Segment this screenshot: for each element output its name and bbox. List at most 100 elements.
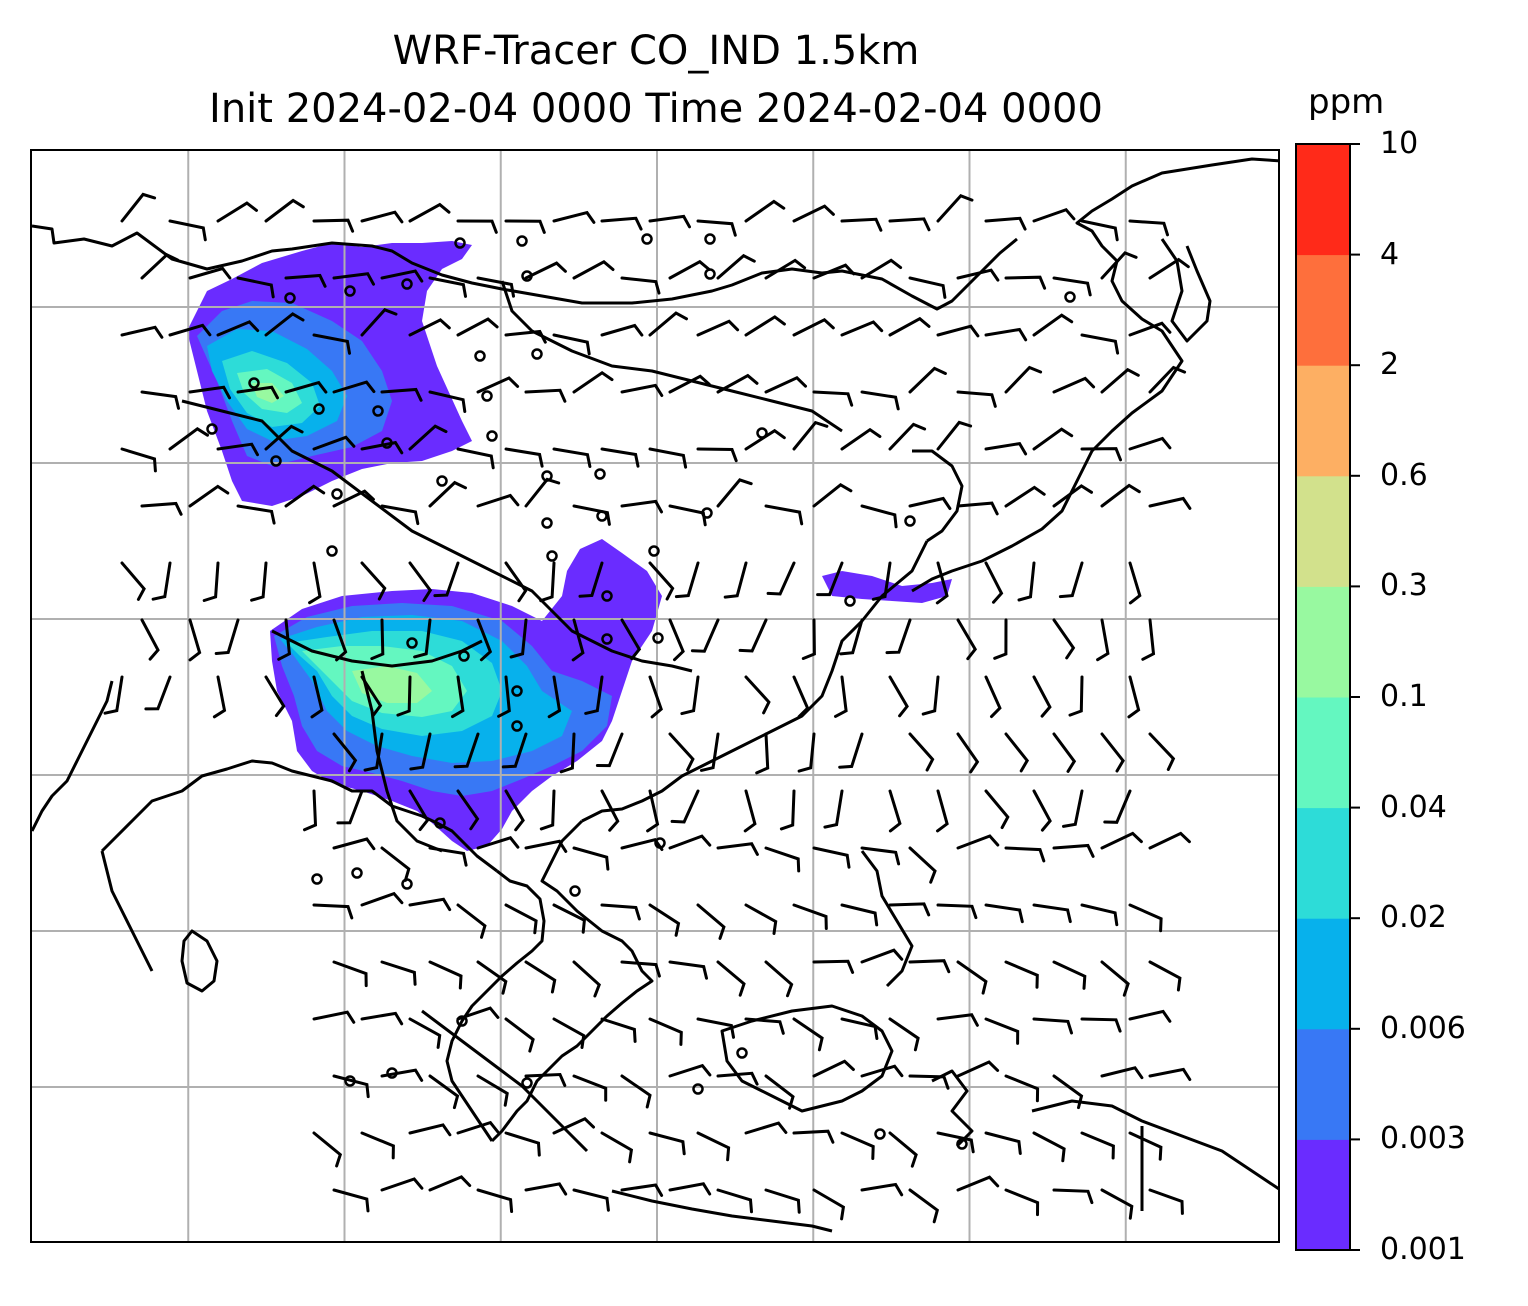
wind-barb (456, 317, 499, 337)
wind-barb (332, 1188, 370, 1213)
calm-wind-marker (511, 685, 523, 697)
wind-barb (1052, 376, 1096, 394)
wind-barb (744, 1121, 788, 1135)
wind-barb (840, 320, 884, 337)
wind-barb (332, 837, 376, 851)
wind-barb (792, 317, 835, 337)
wind-barb (552, 210, 596, 224)
calm-wind-marker (284, 292, 296, 304)
wind-barb (620, 276, 661, 295)
coastline-northeast (911, 157, 1278, 593)
wind-barb (595, 732, 624, 768)
wind-barb (168, 323, 212, 337)
wind-barb (236, 504, 276, 525)
wind-barb (696, 903, 726, 940)
wind-barb (168, 426, 209, 451)
wind-barb (956, 732, 980, 774)
wind-barb (755, 732, 770, 775)
wind-barb (308, 561, 322, 605)
colorbar-tick-label: 2 (1380, 347, 1400, 383)
wind-barb (984, 789, 1010, 830)
wind-barb (921, 675, 940, 716)
wind-barb (428, 1074, 460, 1110)
wind-barb (380, 1177, 424, 1192)
wind-barb (648, 1131, 686, 1156)
wind-barb (552, 333, 591, 356)
coastline-korea (912, 449, 964, 543)
wind-barb (456, 1120, 500, 1135)
wind-barb (888, 789, 902, 833)
wind-barb (250, 561, 268, 602)
calm-wind-marker (736, 1047, 748, 1059)
coastline-srilanka (180, 929, 219, 993)
wind-barb (956, 501, 999, 516)
wind-barb (744, 903, 778, 935)
wind-barb (764, 1188, 801, 1214)
wind-barb (1004, 846, 1046, 863)
colorbar-segment (1296, 697, 1350, 809)
wind-barb (668, 1182, 712, 1196)
wind-barb (668, 834, 712, 850)
calm-wind-marker (401, 878, 413, 890)
wind-barb (812, 482, 853, 508)
calm-wind-marker (641, 233, 653, 245)
wind-barb (984, 1131, 1022, 1155)
wind-barb (738, 618, 768, 653)
wind-barb (332, 272, 375, 286)
wind-barb (476, 618, 493, 662)
wind-barb (456, 1006, 500, 1021)
wind-barb (668, 618, 685, 662)
wind-barb (1052, 618, 1076, 660)
calm-wind-marker (704, 268, 716, 280)
wind-barb (1128, 436, 1172, 451)
wind-barb (620, 837, 664, 851)
colorbar-segment (1296, 144, 1350, 256)
wind-barb (380, 387, 423, 402)
wind-barb (1032, 207, 1076, 223)
wind-barb (456, 903, 487, 939)
wind-barb (648, 1017, 683, 1046)
wind-barb (140, 253, 180, 280)
wind-barb (984, 327, 1028, 342)
wind-barb (812, 846, 851, 869)
colorbar-tick-label: 0.001 (1380, 1232, 1466, 1267)
wind-barb (476, 276, 515, 298)
wind-barb (188, 266, 232, 280)
wind-barb (908, 366, 947, 394)
wind-barb (674, 561, 700, 599)
colorbar-tick-label: 0.02 (1380, 900, 1447, 936)
calm-wind-marker (406, 637, 418, 649)
wind-barb (428, 390, 467, 413)
wind-barb (1100, 1066, 1144, 1080)
wind-barb (812, 1059, 855, 1078)
wind-barb (504, 903, 538, 935)
wind-barb (1141, 618, 1156, 661)
wind-barb (360, 308, 398, 337)
wind-barb (670, 789, 700, 824)
wind-barb (332, 960, 368, 988)
calm-wind-marker (904, 515, 916, 527)
calm-wind-marker (601, 633, 613, 645)
map-panel (30, 149, 1280, 1243)
wind-barb (1100, 483, 1141, 508)
colorbar-unit-label: ppm (1308, 82, 1385, 122)
wind-barb (312, 333, 351, 355)
wind-barb (312, 903, 354, 920)
wind-barb (552, 447, 592, 468)
wind-barb (1052, 843, 1095, 858)
calm-wind-marker (434, 817, 446, 829)
wind-barb (860, 258, 903, 280)
wind-barb (1080, 1017, 1122, 1033)
wind-barb (1032, 1131, 1066, 1163)
wind-barb (188, 618, 202, 662)
wind-barb (908, 496, 952, 510)
wind-barb (716, 253, 756, 280)
wind-barb (504, 1131, 541, 1157)
colorbar-tick-label: 0.3 (1380, 568, 1428, 604)
coastline-java (611, 1189, 833, 1233)
calm-wind-marker (331, 488, 343, 500)
calm-wind-marker (436, 475, 448, 487)
wind-barb (1148, 1067, 1192, 1081)
calm-wind-marker (531, 348, 543, 360)
wind-barb (1004, 960, 1039, 989)
